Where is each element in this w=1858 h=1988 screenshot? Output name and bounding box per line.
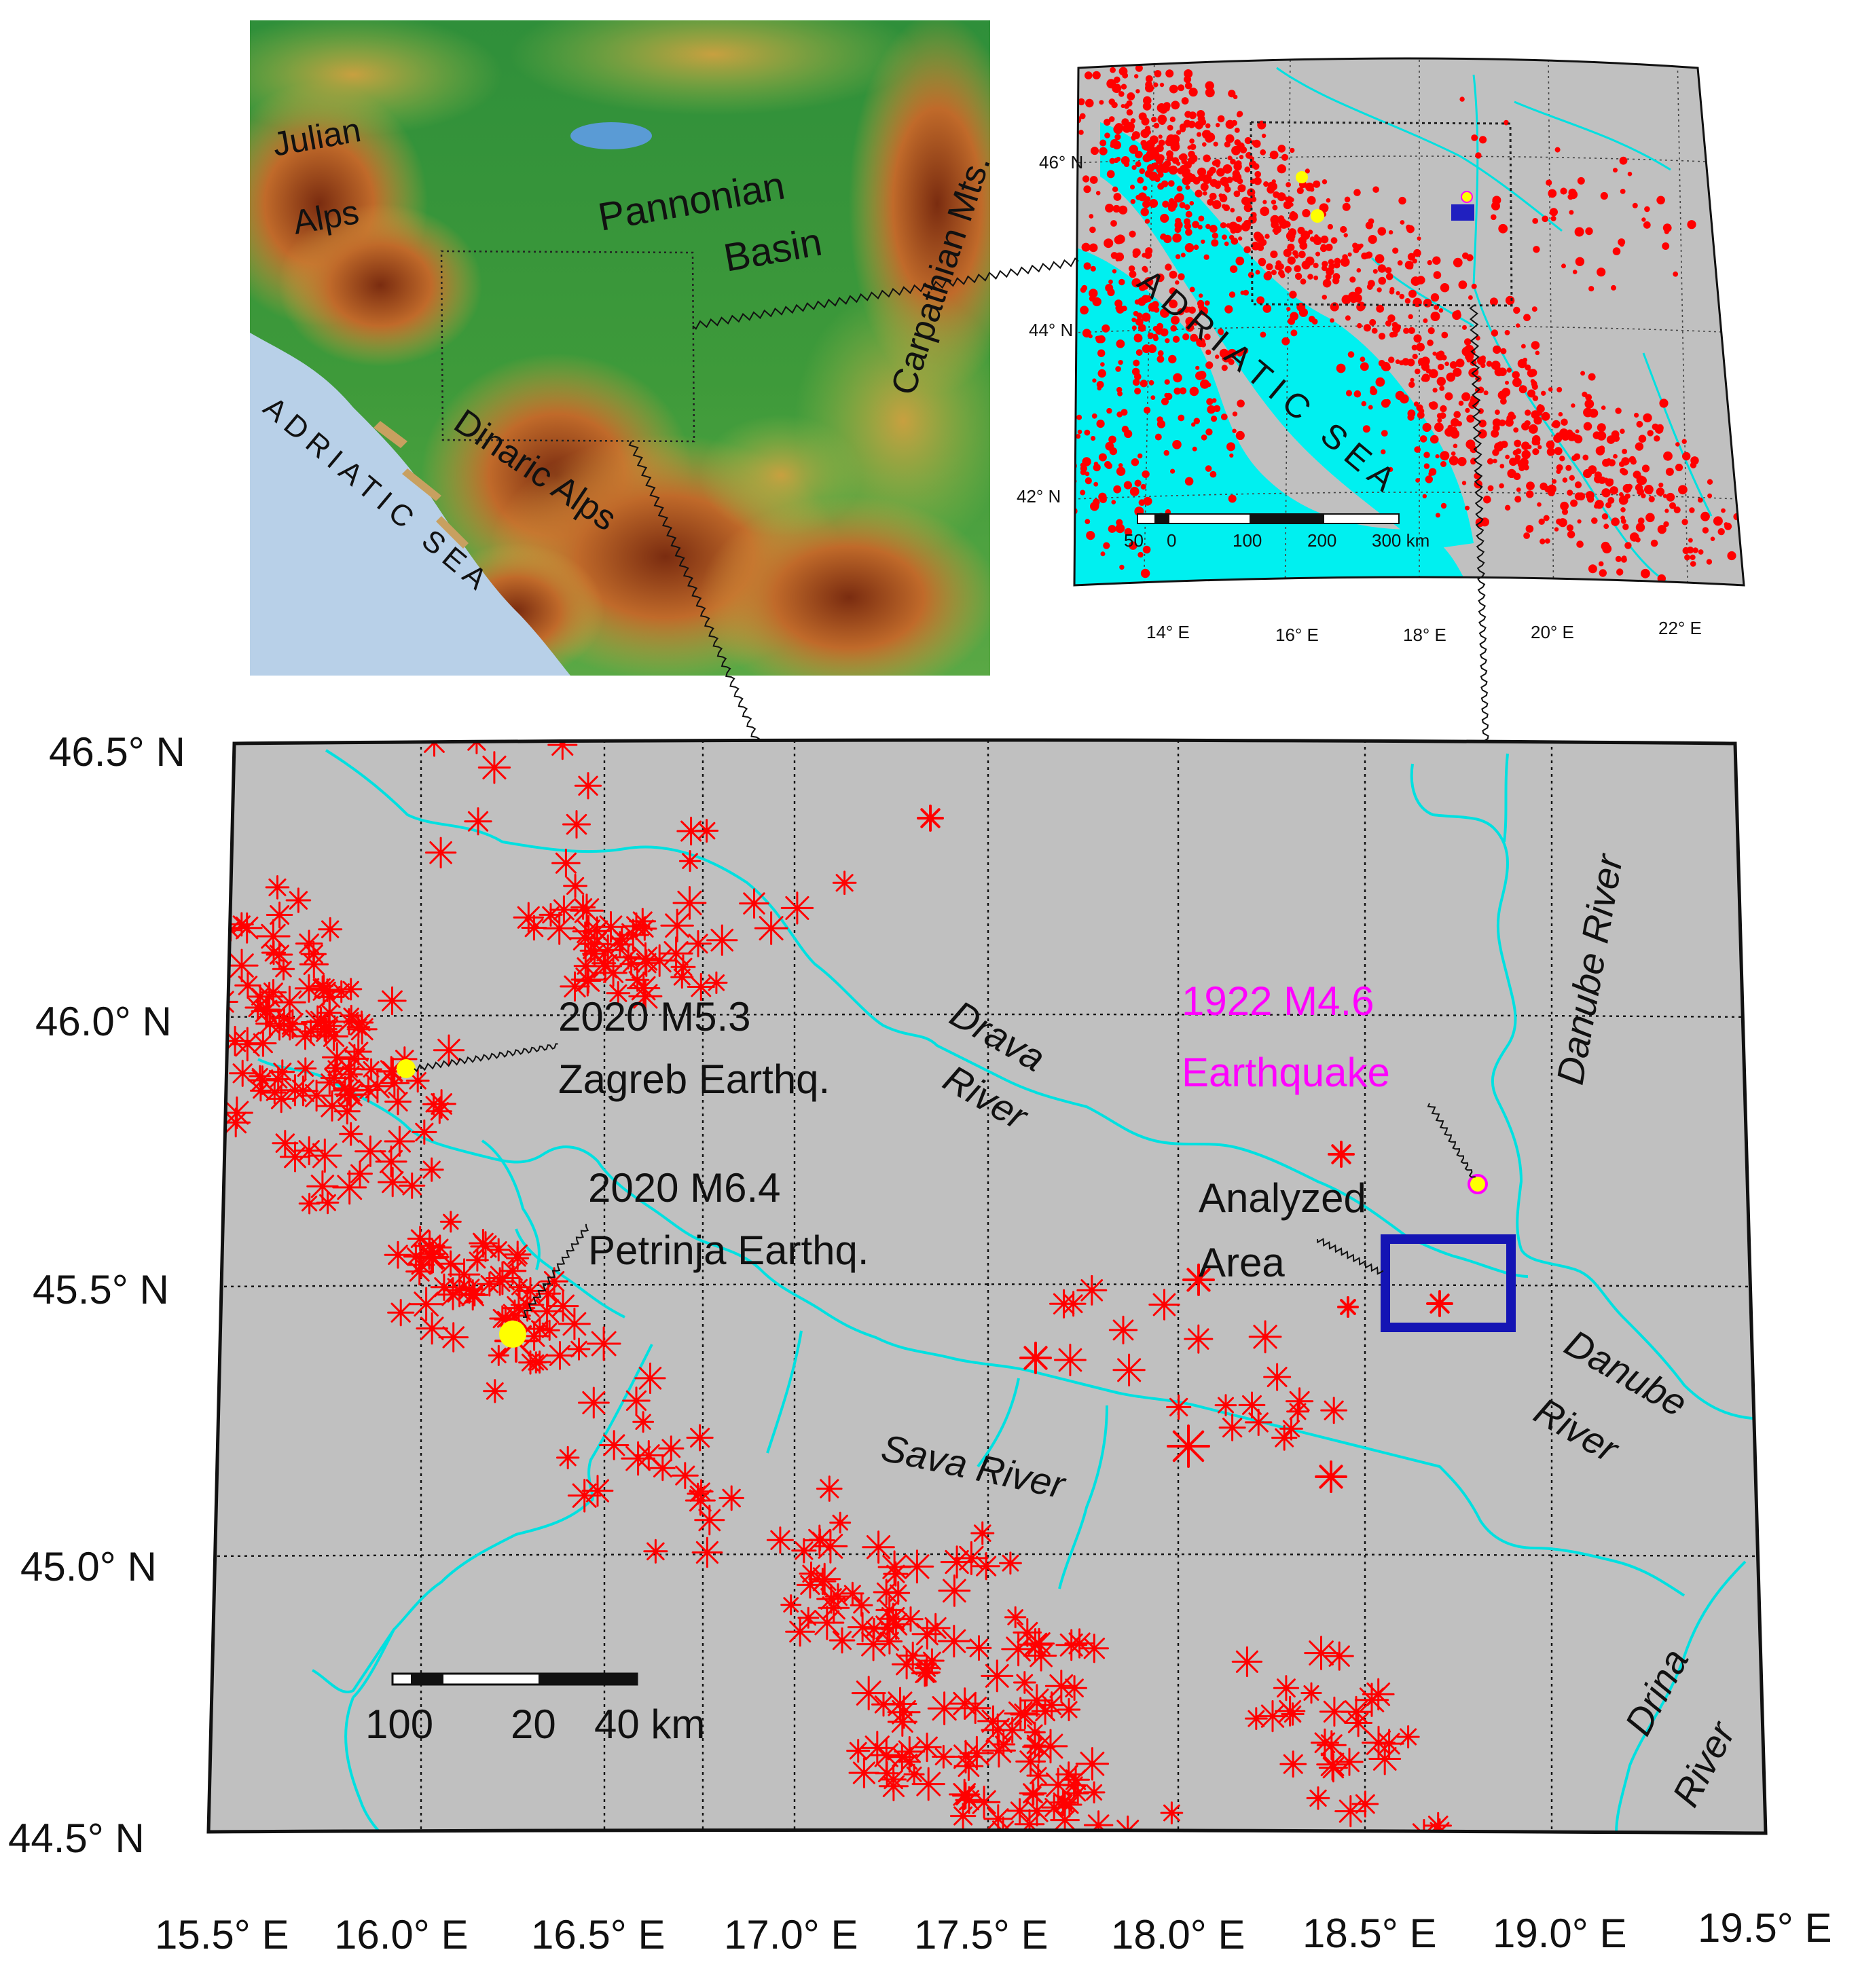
eq1922-label: 1922 M4.6 bbox=[1182, 978, 1374, 1024]
inset-connectors bbox=[628, 257, 1489, 750]
main-map bbox=[208, 740, 1766, 1833]
lon-18-5: 18.5° E bbox=[1303, 1911, 1436, 1956]
overview-scale-bar bbox=[1137, 513, 1400, 524]
petrinja-label: 2020 M6.4 bbox=[588, 1165, 781, 1211]
lon-17-0: 17.0° E bbox=[724, 1912, 858, 1957]
sava-river bbox=[257, 1058, 1686, 1597]
topo-inset bbox=[250, 20, 990, 676]
ov-scale-100: 100 bbox=[1233, 530, 1262, 551]
danube-river-south bbox=[1520, 1248, 1766, 1420]
lon-19-0: 19.0° E bbox=[1493, 1911, 1626, 1956]
ov-lat-42: 42° N bbox=[1017, 486, 1061, 507]
lon-15-5: 15.5° E bbox=[155, 1912, 289, 1957]
zagreb-label: 2020 M5.3 bbox=[558, 994, 751, 1039]
main-scale-100: 100 bbox=[365, 1701, 433, 1747]
overview-analyzed-box bbox=[1451, 204, 1474, 221]
lon-16-5: 16.5° E bbox=[531, 1912, 665, 1957]
ov-scale-0: 0 bbox=[1167, 530, 1176, 551]
analyzed-area-box bbox=[1381, 1234, 1516, 1332]
ov-scale-200: 200 bbox=[1307, 530, 1336, 551]
lat-46-0: 46.0° N bbox=[35, 999, 172, 1044]
lat-45-5: 45.5° N bbox=[33, 1267, 169, 1312]
ov-lon-16: 16° E bbox=[1275, 625, 1319, 645]
petrinja-label-2: Petrinja Earthq. bbox=[588, 1228, 869, 1273]
lon-19-5: 19.5° E bbox=[1698, 1905, 1832, 1951]
ov-lat-46: 46° N bbox=[1039, 152, 1083, 172]
lon-18-0: 18.0° E bbox=[1111, 1912, 1245, 1957]
zagreb-label-2: Zagreb Earthq. bbox=[558, 1056, 830, 1102]
ov-lon-18: 18° E bbox=[1403, 625, 1446, 645]
eq1922-label-2: Earthquake bbox=[1182, 1050, 1390, 1095]
ov-lon-20: 20° E bbox=[1531, 622, 1574, 642]
main-scale-20: 20 bbox=[511, 1701, 556, 1747]
overview-map bbox=[1074, 58, 1744, 585]
analyzed-area-label-2: Area bbox=[1199, 1240, 1285, 1285]
lon-17-5: 17.5° E bbox=[914, 1912, 1048, 1957]
lon-16-0: 16.0° E bbox=[334, 1912, 468, 1957]
main-scale-40: 40 km bbox=[594, 1701, 705, 1747]
petrinja-epicenter bbox=[499, 1321, 526, 1348]
lat-45-0: 45.0° N bbox=[20, 1544, 157, 1589]
main-scale-bar bbox=[391, 1672, 638, 1686]
zagreb-epicenter bbox=[397, 1059, 416, 1078]
analyzed-area-label: Analyzed bbox=[1199, 1175, 1366, 1221]
drava-river bbox=[325, 749, 1529, 1278]
lat-44-5: 44.5° N bbox=[8, 1816, 145, 1861]
ov-lon-14: 14° E bbox=[1146, 622, 1190, 642]
ov-lon-22: 22° E bbox=[1658, 618, 1702, 638]
danube-river-north bbox=[1410, 763, 1523, 1250]
lat-46-5: 46.5° N bbox=[49, 729, 185, 775]
eq1922-epicenter bbox=[1468, 1174, 1488, 1194]
ov-scale-50: 50 bbox=[1124, 530, 1144, 551]
ov-scale-300: 300 km bbox=[1372, 530, 1429, 551]
drina-river bbox=[1615, 1560, 1747, 1833]
ov-lat-44: 44° N bbox=[1029, 320, 1073, 340]
